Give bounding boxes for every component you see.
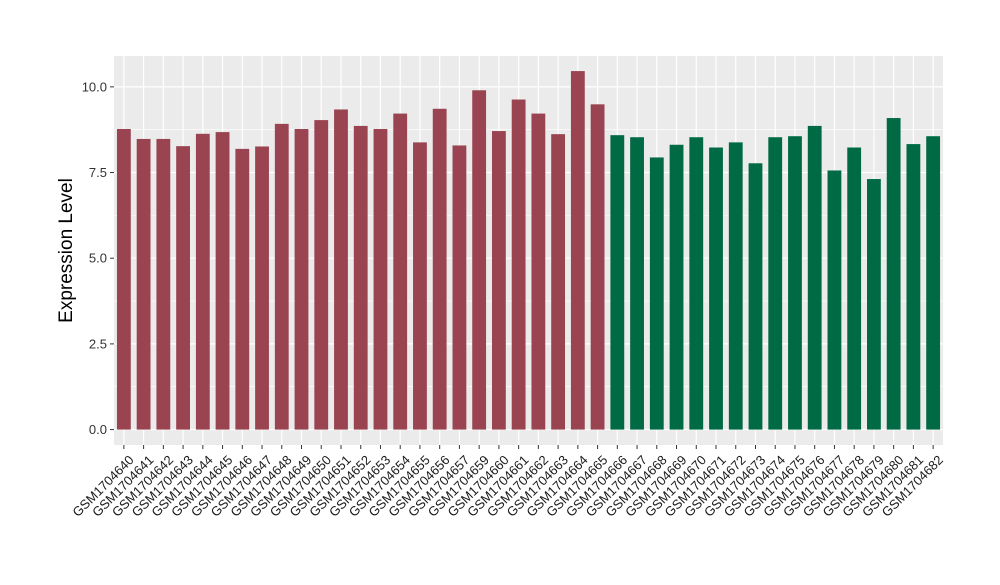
bar-GSM1704643	[176, 146, 190, 430]
bar-GSM1704668	[649, 157, 664, 430]
bar-GSM1704678	[847, 147, 862, 430]
bar-GSM1704642	[156, 138, 171, 430]
bar-GSM1704646	[235, 148, 250, 430]
bar-GSM1704640	[116, 129, 131, 430]
y-tick-label: 7.5	[89, 165, 107, 180]
bar-GSM1704663	[551, 134, 566, 430]
bar-GSM1704653	[373, 129, 388, 430]
bar-GSM1704650	[314, 120, 329, 430]
bar-GSM1704671	[709, 147, 723, 430]
y-tick-label: 0.0	[89, 422, 107, 437]
bar-GSM1704677	[827, 170, 842, 430]
bar-GSM1704656	[432, 108, 447, 430]
bar-GSM1704675	[788, 136, 802, 430]
y-tick-label: 2.5	[89, 336, 107, 351]
y-axis-ticks: 0.0 2.5 5.0 7.5 10.0	[82, 79, 114, 437]
bar-GSM1704664	[570, 71, 585, 430]
bar-GSM1704670	[689, 137, 704, 430]
bar-GSM1704660	[491, 131, 506, 430]
bar-GSM1704666	[610, 135, 625, 430]
bar-GSM1704676	[807, 125, 822, 430]
bar-GSM1704681	[906, 144, 921, 430]
bar-GSM1704657	[452, 145, 467, 430]
bar-GSM1704674	[768, 137, 783, 430]
x-axis-ticks: GSM1704640GSM1704641GSM1704642GSM1704643…	[69, 445, 946, 520]
bar-GSM1704652	[353, 125, 368, 430]
plot-panel	[114, 56, 943, 445]
bar-GSM1704647	[255, 146, 269, 430]
bar-GSM1704655	[413, 142, 427, 430]
y-tick-label: 10.0	[82, 79, 107, 94]
bar-GSM1704679	[867, 179, 881, 430]
bars	[116, 71, 941, 430]
bar-GSM1704661	[511, 99, 526, 430]
bar-GSM1704651	[334, 109, 348, 430]
bar-GSM1704641	[136, 138, 151, 430]
bar-GSM1704669	[669, 144, 684, 430]
y-tick-label: 5.0	[89, 251, 107, 266]
bar-GSM1704672	[728, 142, 743, 430]
bar-GSM1704644	[195, 133, 210, 430]
bar-GSM1704645	[215, 132, 230, 430]
bar-GSM1704649	[294, 129, 309, 430]
bar-GSM1704665	[590, 104, 605, 430]
bar-GSM1704667	[630, 137, 644, 430]
bar-GSM1704682	[926, 136, 941, 430]
bar-GSM1704662	[531, 113, 546, 430]
bar-GSM1704673	[748, 163, 763, 430]
minor-gridlines	[114, 129, 943, 388]
bar-GSM1704648	[274, 123, 289, 430]
bar-GSM1704680	[886, 118, 901, 430]
bar-GSM1704654	[393, 113, 408, 430]
y-axis-title: Expression Level	[56, 178, 77, 323]
bar-GSM1704659	[472, 90, 487, 430]
